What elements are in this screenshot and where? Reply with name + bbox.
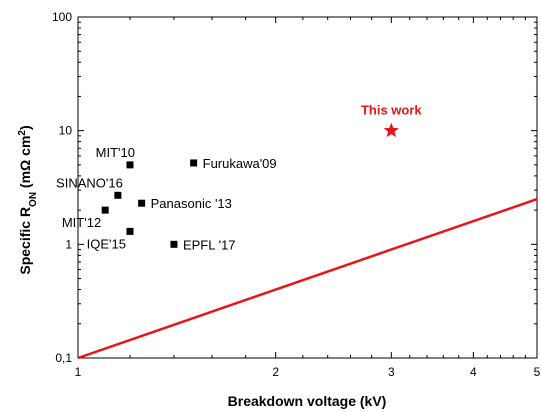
data-point [126, 161, 134, 169]
y-axis-title-sup: 2 [17, 130, 28, 136]
data-point-label: MIT'10 [96, 145, 135, 160]
y-axis-title-unit: (mΩ cm [17, 136, 33, 192]
y-tick-label: 1 [65, 237, 72, 251]
x-tick-label: 5 [534, 365, 541, 379]
x-tick-label: 3 [388, 365, 395, 379]
x-tick-label: 1 [75, 365, 82, 379]
data-point-label: IQE'15 [87, 236, 126, 251]
y-tick-label: 0,1 [55, 351, 72, 365]
y-axis-title-sub: ON [28, 192, 39, 207]
data-point-label: MIT'12 [62, 215, 101, 230]
plot-frame [77, 16, 538, 359]
data-point [138, 199, 146, 207]
data-point-label: Panasonic '13 [151, 196, 232, 211]
data-point [190, 159, 198, 167]
y-axis-title: Specific RON (mΩ cm2) [17, 125, 39, 274]
y-tick-label: 100 [52, 10, 72, 24]
y-axis-title-main: Specific R [17, 207, 33, 275]
x-axis-title: Breakdown voltage (kV) [228, 393, 387, 409]
data-point [170, 240, 178, 248]
data-point [101, 206, 109, 214]
data-point-label: SINANO'16 [56, 175, 123, 190]
this-work-label: This work [361, 103, 422, 118]
y-axis-title-close: ) [17, 125, 33, 130]
x-tick-label: 2 [272, 365, 279, 379]
limit-line [77, 197, 538, 360]
data-point-label: EPFL '17 [183, 237, 236, 252]
y-tick-label: 10 [59, 124, 73, 138]
x-tick-label: 4 [470, 365, 477, 379]
data-point [126, 227, 134, 235]
this-work-star [383, 122, 399, 138]
data-point-label: Furukawa'09 [203, 156, 277, 171]
data-point [114, 191, 122, 199]
